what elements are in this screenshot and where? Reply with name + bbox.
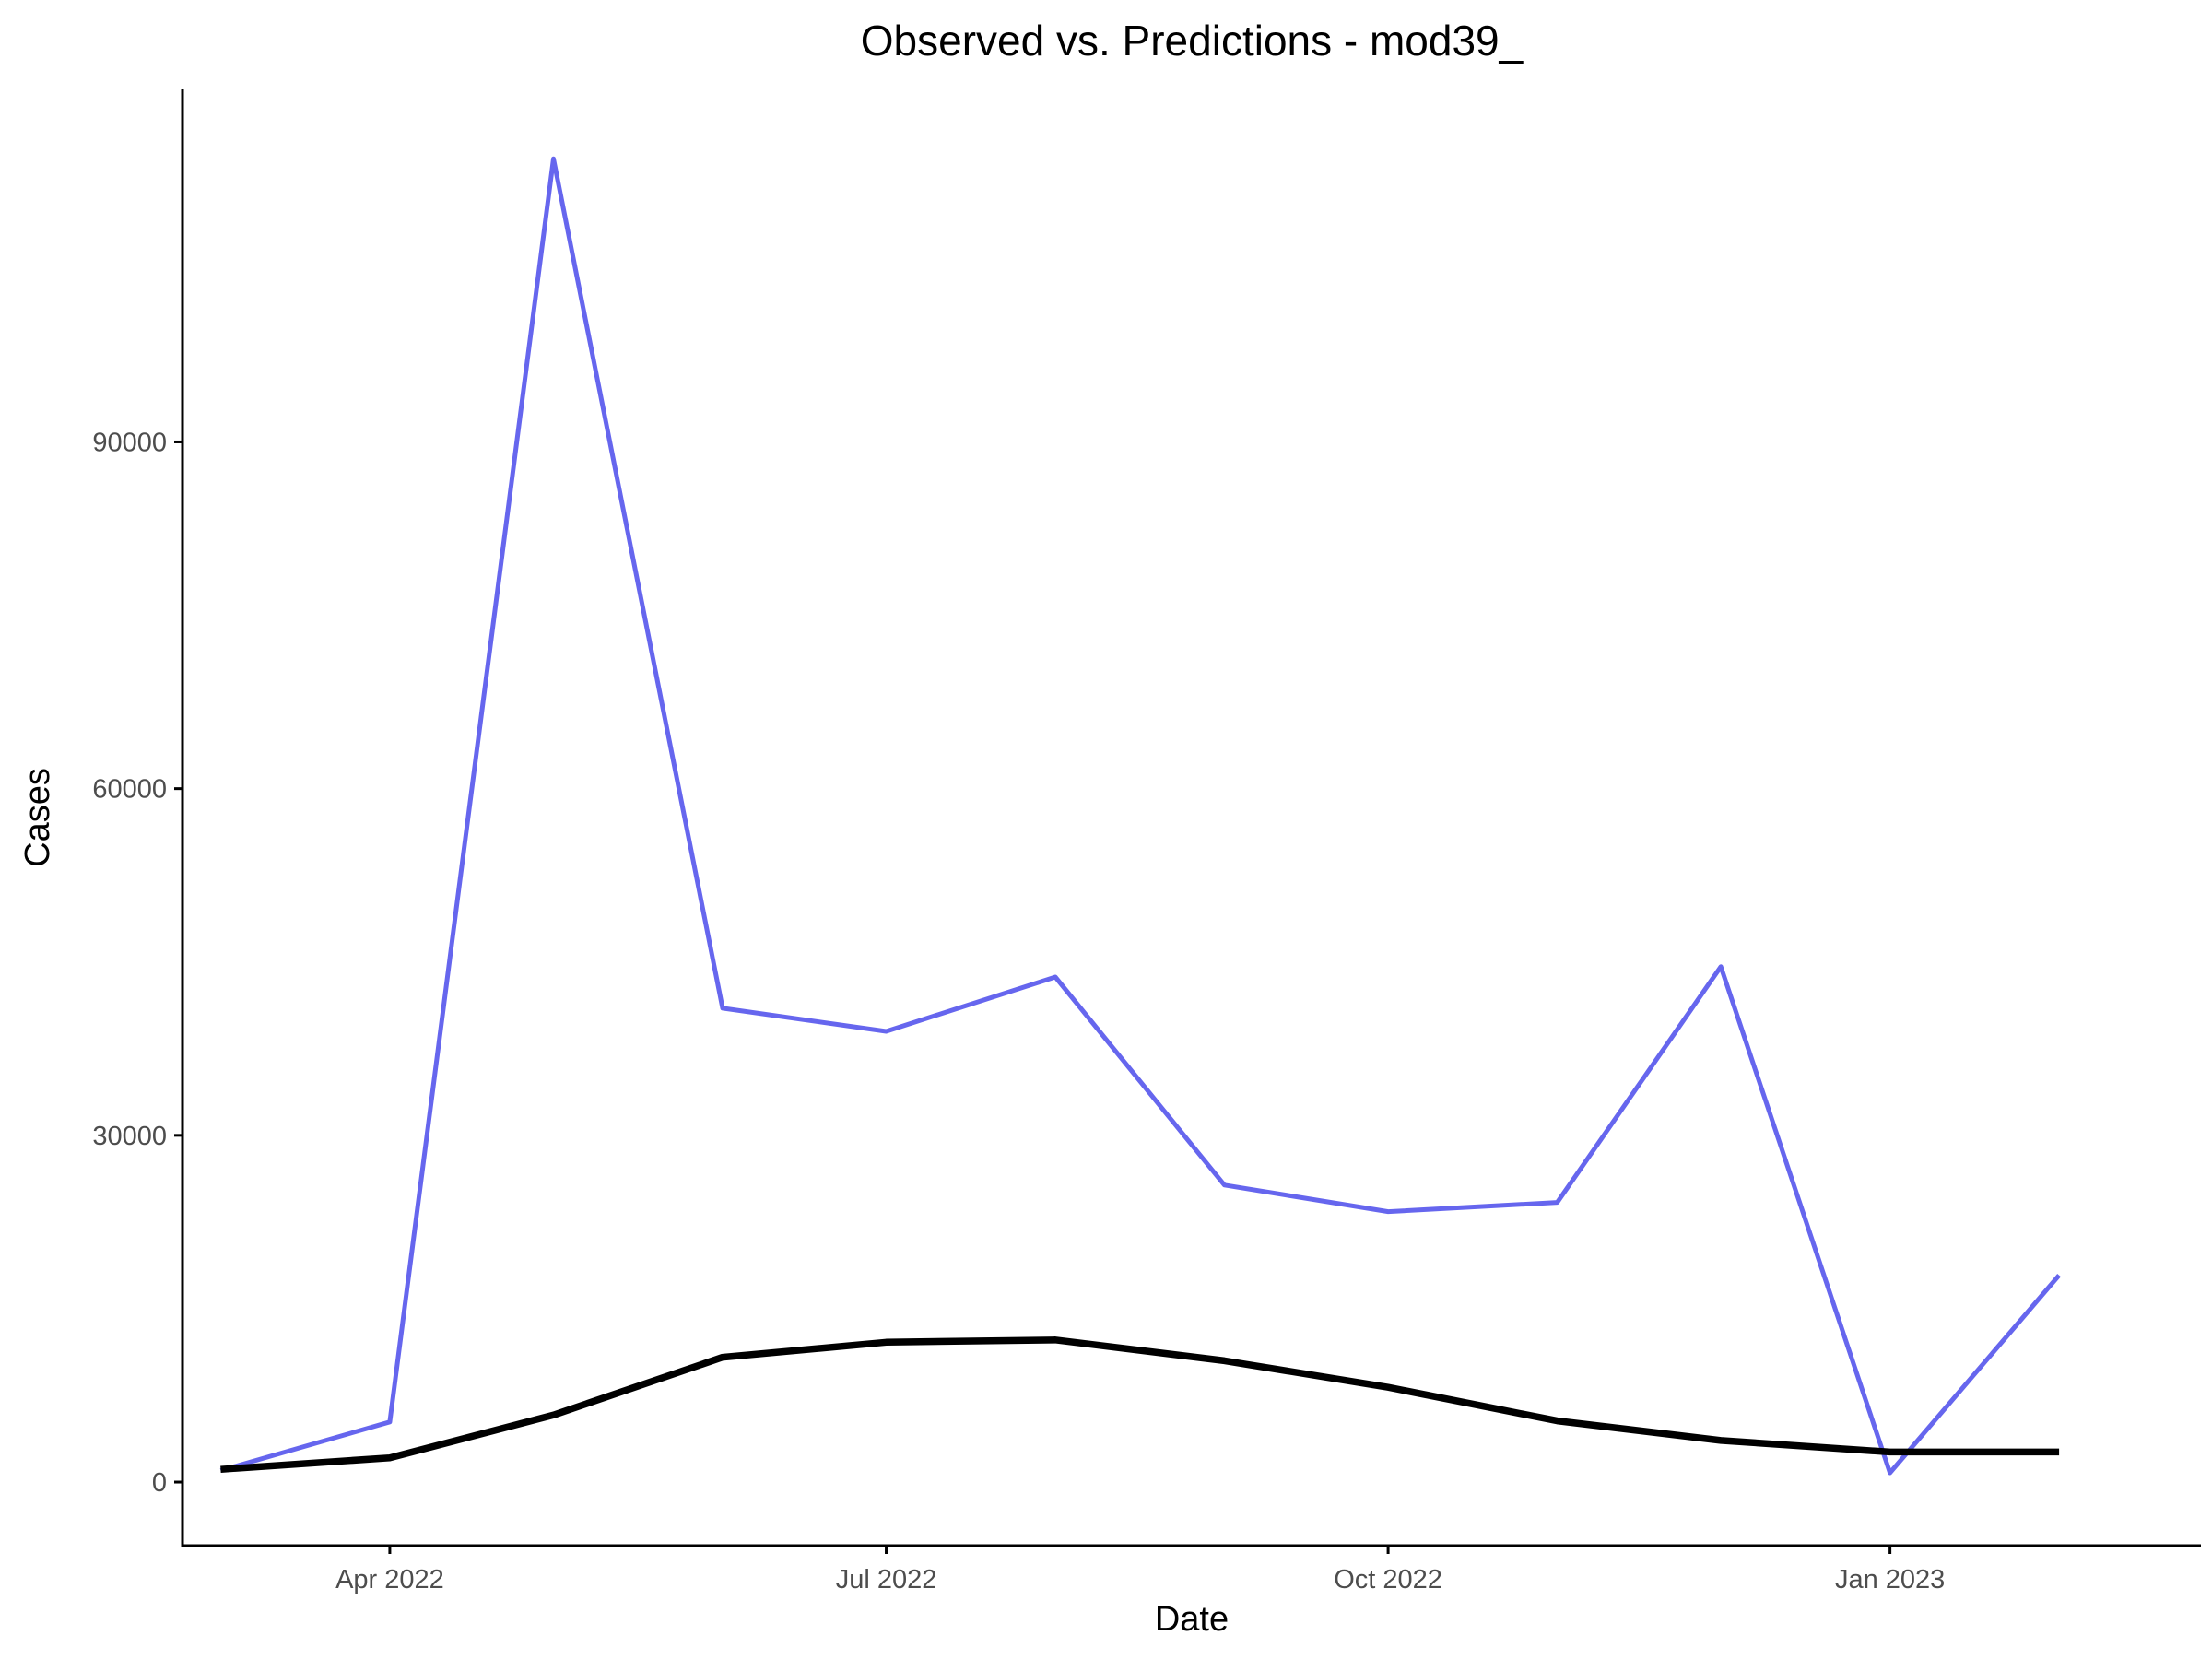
y-tick-label: 90000 bbox=[92, 428, 167, 457]
y-axis-ticks: 0 30000 60000 90000 bbox=[92, 428, 182, 1498]
y-tick-label: 30000 bbox=[92, 1122, 167, 1151]
chart-title: Observed vs. Predictions - mod39_ bbox=[861, 17, 1524, 65]
x-axis-ticks: Apr 2022 Jul 2022 Oct 2022 Jan 2023 bbox=[335, 1546, 1945, 1594]
x-axis-title: Date bbox=[1155, 1600, 1229, 1639]
y-tick-label: 60000 bbox=[92, 775, 167, 805]
series-lines bbox=[219, 156, 2061, 1476]
y-axis-title: Cases bbox=[18, 768, 57, 867]
y-tick-label: 0 bbox=[152, 1468, 167, 1498]
predicted-series-line bbox=[219, 156, 2061, 1476]
x-tick-label: Jan 2023 bbox=[1835, 1565, 1945, 1594]
x-tick-label: Oct 2022 bbox=[1334, 1565, 1442, 1594]
x-tick-label: Jul 2022 bbox=[836, 1565, 937, 1594]
observed-series-line bbox=[220, 1336, 2060, 1473]
x-tick-label: Apr 2022 bbox=[335, 1565, 444, 1594]
